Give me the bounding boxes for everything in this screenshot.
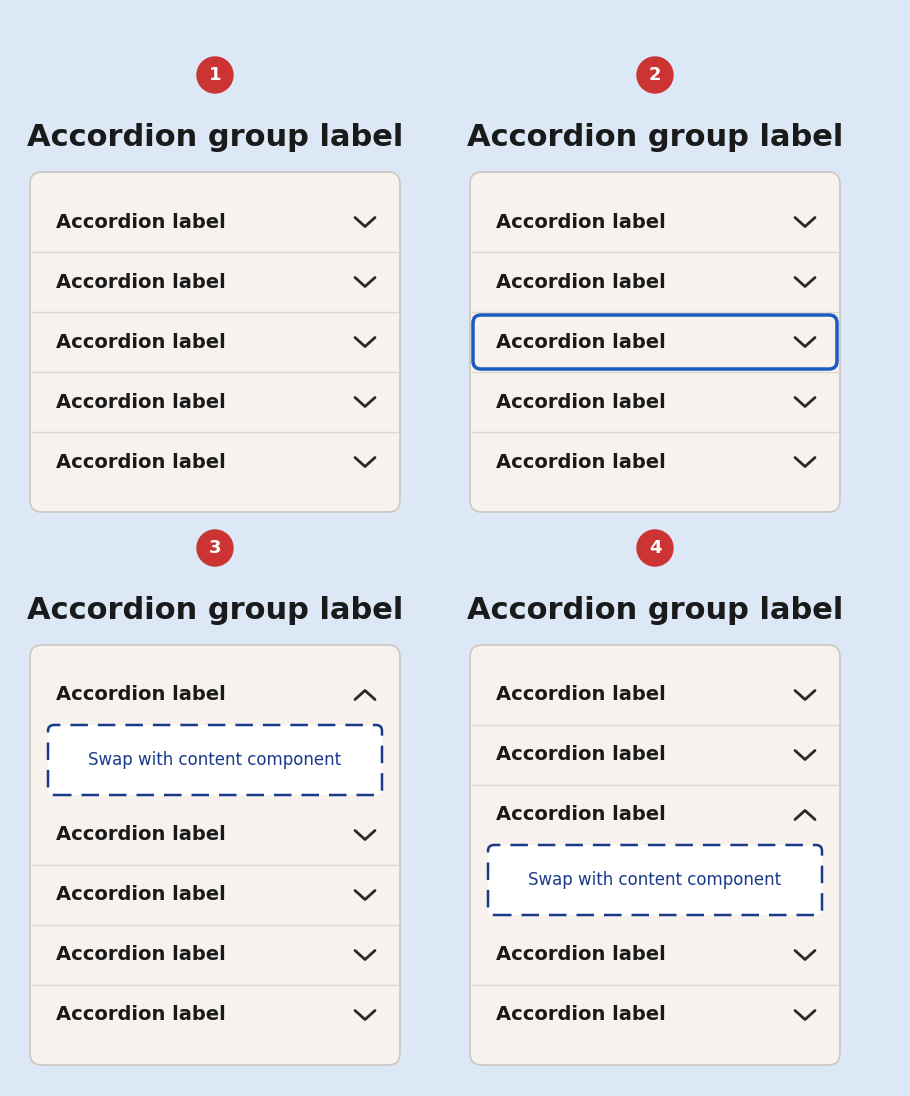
Text: Accordion label: Accordion label <box>496 453 666 471</box>
Text: 4: 4 <box>649 539 662 557</box>
Text: 2: 2 <box>649 66 662 84</box>
Circle shape <box>197 530 233 566</box>
FancyBboxPatch shape <box>30 646 400 1065</box>
Text: Accordion group label: Accordion group label <box>26 123 403 152</box>
FancyBboxPatch shape <box>470 172 840 512</box>
Text: Accordion label: Accordion label <box>496 273 666 292</box>
Text: Accordion label: Accordion label <box>496 806 666 824</box>
Text: Accordion label: Accordion label <box>496 392 666 411</box>
Text: Accordion label: Accordion label <box>496 332 666 352</box>
FancyBboxPatch shape <box>48 724 382 795</box>
Text: Accordion label: Accordion label <box>496 1005 666 1025</box>
FancyBboxPatch shape <box>30 172 400 512</box>
Text: Accordion label: Accordion label <box>56 213 226 231</box>
Text: Swap with content component: Swap with content component <box>88 751 341 769</box>
Text: Accordion label: Accordion label <box>56 825 226 845</box>
Text: Accordion label: Accordion label <box>56 392 226 411</box>
Text: Accordion label: Accordion label <box>496 745 666 765</box>
Text: Accordion label: Accordion label <box>56 886 226 904</box>
Text: Accordion label: Accordion label <box>56 453 226 471</box>
Text: Accordion group label: Accordion group label <box>467 596 844 625</box>
Text: Accordion label: Accordion label <box>56 685 226 705</box>
Text: Accordion label: Accordion label <box>56 273 226 292</box>
FancyBboxPatch shape <box>473 315 837 369</box>
Text: Accordion label: Accordion label <box>496 946 666 964</box>
Text: Accordion label: Accordion label <box>56 1005 226 1025</box>
Text: Swap with content component: Swap with content component <box>529 871 782 889</box>
Text: Accordion group label: Accordion group label <box>26 596 403 625</box>
FancyBboxPatch shape <box>488 845 822 915</box>
Text: Accordion label: Accordion label <box>56 332 226 352</box>
Circle shape <box>637 530 673 566</box>
Circle shape <box>637 57 673 93</box>
Text: Accordion label: Accordion label <box>56 946 226 964</box>
Text: Accordion label: Accordion label <box>496 213 666 231</box>
Text: Accordion group label: Accordion group label <box>467 123 844 152</box>
Text: Accordion label: Accordion label <box>496 685 666 705</box>
Text: 3: 3 <box>208 539 221 557</box>
Circle shape <box>197 57 233 93</box>
Text: 1: 1 <box>208 66 221 84</box>
FancyBboxPatch shape <box>470 646 840 1065</box>
